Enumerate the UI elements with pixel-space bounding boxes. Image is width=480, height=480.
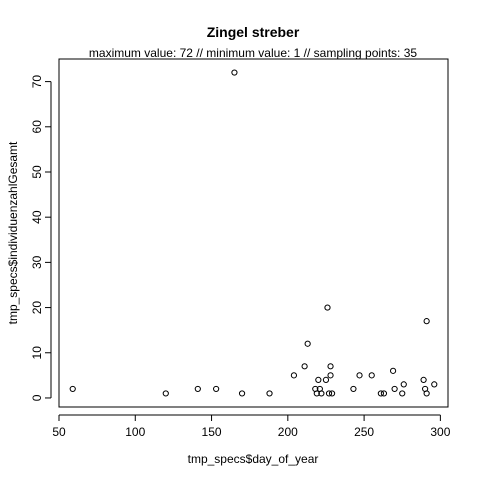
data-point xyxy=(213,385,220,393)
y-tick-label: 40 xyxy=(30,210,44,224)
y-tick-label: 60 xyxy=(30,120,44,134)
data-point xyxy=(290,372,298,379)
data-point xyxy=(304,340,311,347)
data-point xyxy=(315,376,322,383)
chart-subtitle: maximum value: 72 // minimum value: 1 //… xyxy=(89,46,417,60)
chart-title: Zingel streber xyxy=(207,24,300,40)
data-point xyxy=(356,372,363,379)
data-point xyxy=(431,381,438,388)
plot-frame xyxy=(58,58,449,408)
data-point xyxy=(69,385,76,393)
y-tick-label: 50 xyxy=(30,165,44,179)
data-point xyxy=(324,304,331,311)
y-tick-label: 10 xyxy=(30,346,44,360)
data-point xyxy=(380,390,388,397)
data-point xyxy=(322,376,330,383)
data-point xyxy=(350,385,357,393)
x-tick-label: 200 xyxy=(278,425,298,439)
data-point xyxy=(391,385,398,393)
data-points xyxy=(69,69,438,397)
data-point xyxy=(231,69,238,76)
data-point xyxy=(313,390,320,397)
x-tick-label: 100 xyxy=(125,425,145,439)
data-point xyxy=(389,367,397,374)
x-tick-label: 150 xyxy=(202,425,222,439)
data-point xyxy=(327,372,334,379)
x-axis-label: tmp_specs$day_of_year xyxy=(188,452,319,466)
data-point xyxy=(238,390,246,397)
y-tick-label: 0 xyxy=(30,394,44,401)
y-tick-label: 20 xyxy=(30,301,44,315)
y-tick-label: 30 xyxy=(30,255,44,269)
data-point xyxy=(423,390,430,397)
data-point xyxy=(399,390,406,397)
y-tick-label: 70 xyxy=(30,75,44,89)
data-point xyxy=(194,385,201,393)
data-point xyxy=(327,363,334,370)
data-point xyxy=(423,318,430,325)
x-axis: 50 100 150 200 250 300 xyxy=(52,414,451,439)
x-tick-label: 50 xyxy=(52,425,66,439)
data-point xyxy=(420,376,427,383)
x-tick-label: 300 xyxy=(430,425,450,439)
y-axis: 0 10 20 30 40 50 60 70 xyxy=(30,75,52,401)
data-point xyxy=(162,390,169,397)
data-point xyxy=(400,381,407,388)
data-point xyxy=(318,390,325,397)
data-point xyxy=(368,372,375,379)
data-point xyxy=(328,390,336,397)
x-tick-label: 250 xyxy=(354,425,374,439)
data-point xyxy=(301,363,308,370)
data-point xyxy=(266,390,273,397)
data-point xyxy=(377,390,384,397)
y-axis-label: tmp_specs$individuenzahlGesamt xyxy=(6,141,20,324)
data-point xyxy=(325,390,333,397)
